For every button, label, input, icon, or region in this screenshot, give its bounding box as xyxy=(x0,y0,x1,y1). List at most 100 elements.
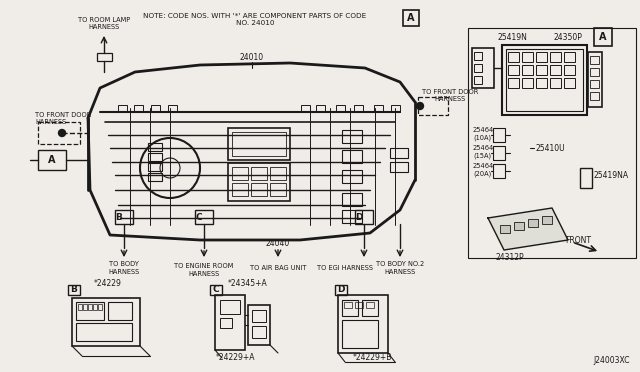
Bar xyxy=(134,105,143,112)
Bar xyxy=(251,183,267,196)
Bar xyxy=(550,65,561,75)
Bar xyxy=(148,153,162,161)
Bar xyxy=(590,56,599,64)
Text: TO AIR BAG UNIT: TO AIR BAG UNIT xyxy=(250,265,307,271)
Bar xyxy=(474,52,482,60)
Bar xyxy=(168,105,177,112)
Bar xyxy=(500,225,510,233)
Text: NO. 24010: NO. 24010 xyxy=(236,20,275,26)
Bar xyxy=(508,78,519,88)
Text: TO ENGINE ROOM
HARNESS: TO ENGINE ROOM HARNESS xyxy=(174,263,234,276)
Bar xyxy=(301,105,310,112)
Text: A: A xyxy=(48,155,56,165)
Text: 25464: 25464 xyxy=(473,163,494,169)
Bar xyxy=(590,80,599,88)
Bar xyxy=(590,68,599,76)
Text: 24312P: 24312P xyxy=(496,253,524,263)
Bar xyxy=(493,164,505,178)
Bar xyxy=(220,318,232,328)
Bar xyxy=(391,105,400,112)
Bar xyxy=(493,146,505,160)
Bar xyxy=(536,65,547,75)
Bar xyxy=(215,295,245,350)
Bar xyxy=(115,210,133,224)
Bar xyxy=(148,163,162,171)
Bar xyxy=(316,105,325,112)
Bar xyxy=(232,132,286,156)
Bar xyxy=(474,76,482,84)
Text: (20A): (20A) xyxy=(473,171,492,177)
Bar xyxy=(232,167,248,180)
Text: (10A): (10A) xyxy=(473,135,491,141)
Bar xyxy=(564,78,575,88)
Text: D: D xyxy=(337,285,345,295)
Bar xyxy=(522,52,533,62)
Bar xyxy=(536,78,547,88)
Bar xyxy=(374,105,383,112)
Bar xyxy=(270,167,286,180)
Polygon shape xyxy=(488,208,568,250)
Text: B: B xyxy=(116,212,122,221)
Text: B: B xyxy=(70,285,77,295)
Text: C: C xyxy=(196,212,202,221)
Bar xyxy=(232,183,248,196)
Bar xyxy=(78,304,82,310)
Bar xyxy=(270,183,286,196)
Text: A: A xyxy=(407,13,415,23)
Bar xyxy=(514,222,524,230)
Text: 24040: 24040 xyxy=(266,238,290,247)
Bar xyxy=(252,326,266,338)
Bar xyxy=(342,170,362,183)
Text: 24350P: 24350P xyxy=(553,32,582,42)
Bar xyxy=(338,295,388,353)
Text: 25410U: 25410U xyxy=(535,144,564,153)
Bar xyxy=(355,210,373,224)
Bar xyxy=(148,143,162,151)
Bar xyxy=(528,219,538,227)
Bar xyxy=(38,122,80,144)
Bar xyxy=(390,162,408,172)
Bar xyxy=(344,302,352,308)
Bar xyxy=(248,305,270,345)
Text: *24345+A: *24345+A xyxy=(228,279,268,288)
Bar xyxy=(108,302,132,320)
Bar xyxy=(88,304,92,310)
Circle shape xyxy=(58,129,65,137)
Bar xyxy=(468,28,636,258)
Text: C: C xyxy=(212,285,220,295)
Bar xyxy=(93,304,97,310)
Bar xyxy=(342,193,362,206)
Bar xyxy=(72,298,140,346)
Text: TO ROOM LAMP
HARNESS: TO ROOM LAMP HARNESS xyxy=(78,17,130,30)
Bar xyxy=(493,128,505,142)
Bar xyxy=(151,105,160,112)
Bar xyxy=(336,105,345,112)
Text: TO EGI HARNESS: TO EGI HARNESS xyxy=(317,265,373,271)
Bar xyxy=(366,302,374,308)
Bar xyxy=(536,52,547,62)
Bar xyxy=(342,300,358,316)
Bar xyxy=(550,78,561,88)
Text: D: D xyxy=(355,212,363,221)
Bar xyxy=(508,65,519,75)
Text: TO FRONT DOOR
HARNESS: TO FRONT DOOR HARNESS xyxy=(422,89,478,102)
Bar xyxy=(342,130,362,143)
Bar xyxy=(252,310,266,322)
Bar xyxy=(508,52,519,62)
Bar xyxy=(550,52,561,62)
Circle shape xyxy=(417,103,424,109)
Bar xyxy=(210,285,222,295)
Bar xyxy=(580,168,592,188)
Bar xyxy=(220,300,240,314)
Text: TO BODY NO.2
HARNESS: TO BODY NO.2 HARNESS xyxy=(376,262,424,275)
Text: A: A xyxy=(599,32,607,42)
Bar xyxy=(590,92,599,100)
Text: (15A): (15A) xyxy=(473,153,491,159)
Bar xyxy=(195,210,213,224)
Bar xyxy=(564,65,575,75)
Text: TO BODY
HARNESS: TO BODY HARNESS xyxy=(108,262,140,275)
Bar xyxy=(148,173,162,181)
Text: TO FRONT DOOR
HARNESS: TO FRONT DOOR HARNESS xyxy=(35,112,92,125)
Bar xyxy=(564,52,575,62)
Bar xyxy=(362,300,378,316)
